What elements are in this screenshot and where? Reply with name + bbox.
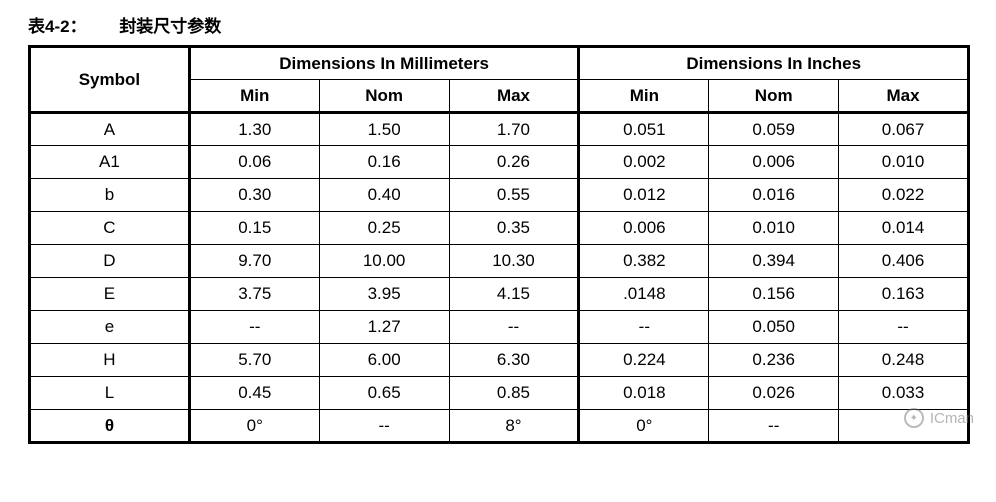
cell-in-max: 0.406 — [839, 245, 969, 278]
cell-mm-max: 0.35 — [449, 212, 579, 245]
cell-in-nom: 0.394 — [709, 245, 839, 278]
cell-in-nom: 0.059 — [709, 113, 839, 146]
cell-in-max: 0.067 — [839, 113, 969, 146]
table-row: D9.7010.0010.300.3820.3940.406 — [30, 245, 969, 278]
cell-mm-min: 3.75 — [189, 278, 319, 311]
cell-in-min: 0.018 — [579, 377, 709, 410]
cell-in-min: 0.006 — [579, 212, 709, 245]
cell-in-max: 0.033 — [839, 377, 969, 410]
cell-mm-min: 0.30 — [189, 179, 319, 212]
cell-symbol: e — [30, 311, 190, 344]
cell-in-min: 0.051 — [579, 113, 709, 146]
table-row: A1.301.501.700.0510.0590.067 — [30, 113, 969, 146]
cell-mm-max: 10.30 — [449, 245, 579, 278]
table-row: b0.300.400.550.0120.0160.022 — [30, 179, 969, 212]
cell-in-max: -- — [839, 311, 969, 344]
table-row: C0.150.250.350.0060.0100.014 — [30, 212, 969, 245]
cell-in-max: 0.163 — [839, 278, 969, 311]
cell-in-nom: 0.236 — [709, 344, 839, 377]
cell-in-min: -- — [579, 311, 709, 344]
cell-in-nom: 0.026 — [709, 377, 839, 410]
cell-mm-max: 8° — [449, 410, 579, 443]
cell-in-max — [839, 410, 969, 443]
cell-in-nom: 0.050 — [709, 311, 839, 344]
cell-in-nom: 0.006 — [709, 146, 839, 179]
table-body: A1.301.501.700.0510.0590.067A10.060.160.… — [30, 113, 969, 443]
cell-mm-min: 5.70 — [189, 344, 319, 377]
cell-mm-nom: 0.65 — [319, 377, 449, 410]
cell-mm-nom: 1.50 — [319, 113, 449, 146]
dimensions-table: Symbol Dimensions In Millimeters Dimensi… — [28, 45, 970, 444]
cell-mm-min: 9.70 — [189, 245, 319, 278]
cell-symbol: A — [30, 113, 190, 146]
cell-in-min: 0.002 — [579, 146, 709, 179]
cell-symbol: C — [30, 212, 190, 245]
table-row: H5.706.006.300.2240.2360.248 — [30, 344, 969, 377]
table-row: e--1.27----0.050-- — [30, 311, 969, 344]
cell-in-max: 0.014 — [839, 212, 969, 245]
header-symbol: Symbol — [30, 47, 190, 113]
cell-mm-max: -- — [449, 311, 579, 344]
header-in-max: Max — [839, 80, 969, 113]
cell-mm-min: 0.06 — [189, 146, 319, 179]
cell-symbol: D — [30, 245, 190, 278]
cell-mm-min: 0.45 — [189, 377, 319, 410]
cell-in-min: .0148 — [579, 278, 709, 311]
cell-in-min: 0.224 — [579, 344, 709, 377]
cell-in-max: 0.022 — [839, 179, 969, 212]
cell-mm-min: 0.15 — [189, 212, 319, 245]
cell-mm-nom: 6.00 — [319, 344, 449, 377]
cell-mm-min: 0° — [189, 410, 319, 443]
table-row: θ0°--8°0°-- — [30, 410, 969, 443]
cell-symbol: A1 — [30, 146, 190, 179]
cell-mm-max: 0.55 — [449, 179, 579, 212]
cell-symbol: E — [30, 278, 190, 311]
header-in-min: Min — [579, 80, 709, 113]
cell-in-nom: -- — [709, 410, 839, 443]
cell-symbol: b — [30, 179, 190, 212]
cell-mm-min: -- — [189, 311, 319, 344]
table-caption: 表4-2： 封装尺寸参数 — [28, 12, 976, 37]
table-row: A10.060.160.260.0020.0060.010 — [30, 146, 969, 179]
cell-mm-nom: 0.25 — [319, 212, 449, 245]
cell-mm-max: 1.70 — [449, 113, 579, 146]
cell-in-nom: 0.156 — [709, 278, 839, 311]
table-row: E3.753.954.15.01480.1560.163 — [30, 278, 969, 311]
cell-in-max: 0.010 — [839, 146, 969, 179]
cell-mm-nom: -- — [319, 410, 449, 443]
table-title: 封装尺寸参数 — [119, 17, 221, 36]
cell-in-nom: 0.016 — [709, 179, 839, 212]
cell-mm-max: 4.15 — [449, 278, 579, 311]
header-group-mm: Dimensions In Millimeters — [189, 47, 579, 80]
cell-in-max: 0.248 — [839, 344, 969, 377]
cell-mm-nom: 0.16 — [319, 146, 449, 179]
cell-mm-max: 0.26 — [449, 146, 579, 179]
cell-in-min: 0.382 — [579, 245, 709, 278]
header-mm-min: Min — [189, 80, 319, 113]
cell-mm-nom: 0.40 — [319, 179, 449, 212]
cell-in-min: 0.012 — [579, 179, 709, 212]
cell-in-nom: 0.010 — [709, 212, 839, 245]
cell-mm-nom: 10.00 — [319, 245, 449, 278]
header-mm-nom: Nom — [319, 80, 449, 113]
cell-mm-max: 0.85 — [449, 377, 579, 410]
header-group-in: Dimensions In Inches — [579, 47, 969, 80]
cell-symbol: H — [30, 344, 190, 377]
cell-in-min: 0° — [579, 410, 709, 443]
table-number: 表4-2： — [28, 17, 87, 36]
cell-mm-max: 6.30 — [449, 344, 579, 377]
cell-symbol: L — [30, 377, 190, 410]
table-row: L0.450.650.850.0180.0260.033 — [30, 377, 969, 410]
header-mm-max: Max — [449, 80, 579, 113]
cell-mm-nom: 1.27 — [319, 311, 449, 344]
cell-mm-min: 1.30 — [189, 113, 319, 146]
cell-symbol: θ — [30, 410, 190, 443]
cell-mm-nom: 3.95 — [319, 278, 449, 311]
header-in-nom: Nom — [709, 80, 839, 113]
